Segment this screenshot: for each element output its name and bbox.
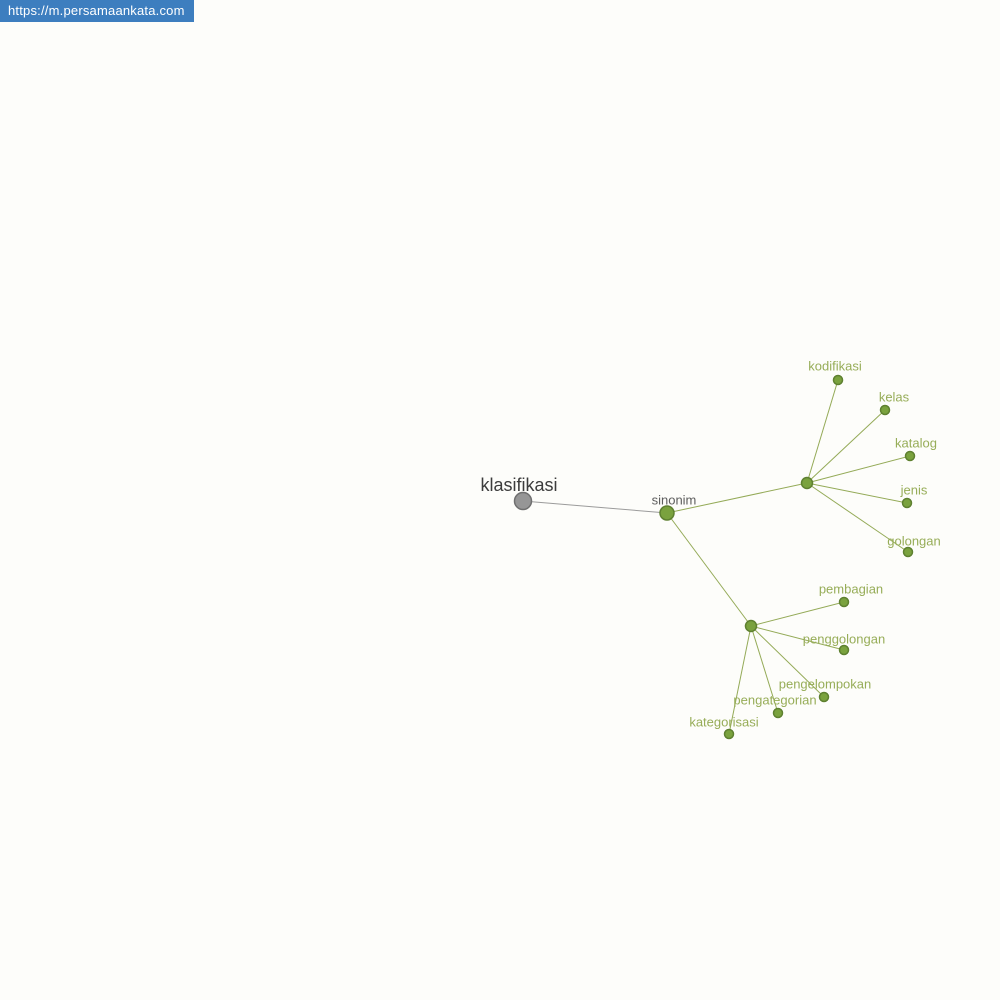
node-label-golongan[interactable]: golongan <box>887 534 941 549</box>
node-jenis[interactable] <box>901 497 913 509</box>
edge-hub-a-kodifikasi <box>806 379 839 484</box>
node-label-penggolongan[interactable]: penggolongan <box>803 632 885 647</box>
edge-sinonim-hub-a <box>666 482 808 514</box>
node-pengelompokan[interactable] <box>818 691 830 703</box>
edge-klasifikasi-sinonim <box>522 500 668 514</box>
node-label-kategorisasi[interactable]: kategorisasi <box>689 715 758 730</box>
node-hub-a[interactable] <box>800 476 814 490</box>
node-label-klasifikasi[interactable]: klasifikasi <box>480 475 557 495</box>
node-kodifikasi[interactable] <box>832 374 844 386</box>
node-pembagian[interactable] <box>838 596 850 608</box>
node-label-pengelompokan[interactable]: pengelompokan <box>779 677 872 692</box>
node-klasifikasi[interactable] <box>513 491 533 511</box>
edge-hub-b-penggolongan <box>750 625 845 651</box>
node-label-pengategorian[interactable]: pengategorian <box>733 693 816 708</box>
edge-hub-b-kategorisasi <box>728 625 752 735</box>
node-label-kodifikasi[interactable]: kodifikasi <box>808 359 862 374</box>
edge-hub-a-golongan <box>806 482 909 553</box>
url-badge[interactable]: https://m.persamaankata.com <box>0 0 194 22</box>
edge-sinonim-hub-b <box>666 512 752 627</box>
edge-hub-a-kelas <box>806 409 886 484</box>
node-penggolongan[interactable] <box>838 644 850 656</box>
node-label-kelas[interactable]: kelas <box>879 390 910 405</box>
node-label-pembagian[interactable]: pembagian <box>819 582 883 597</box>
node-kategorisasi[interactable] <box>723 728 735 740</box>
edge-hub-b-pengelompokan <box>750 625 825 698</box>
node-label-jenis[interactable]: jenis <box>900 483 928 498</box>
node-label-sinonim[interactable]: sinonim <box>652 493 697 508</box>
edge-hub-b-pembagian <box>750 601 845 627</box>
node-pengategorian[interactable] <box>772 707 784 719</box>
node-katalog[interactable] <box>904 450 916 462</box>
node-golongan[interactable] <box>902 546 914 558</box>
node-sinonim[interactable] <box>659 505 675 521</box>
edge-hub-a-jenis <box>806 482 908 504</box>
edge-hub-b-pengategorian <box>750 625 779 714</box>
edge-hub-a-katalog <box>806 455 911 484</box>
node-label-katalog[interactable]: katalog <box>895 436 937 451</box>
node-kelas[interactable] <box>879 404 891 416</box>
node-hub-b[interactable] <box>744 619 758 633</box>
